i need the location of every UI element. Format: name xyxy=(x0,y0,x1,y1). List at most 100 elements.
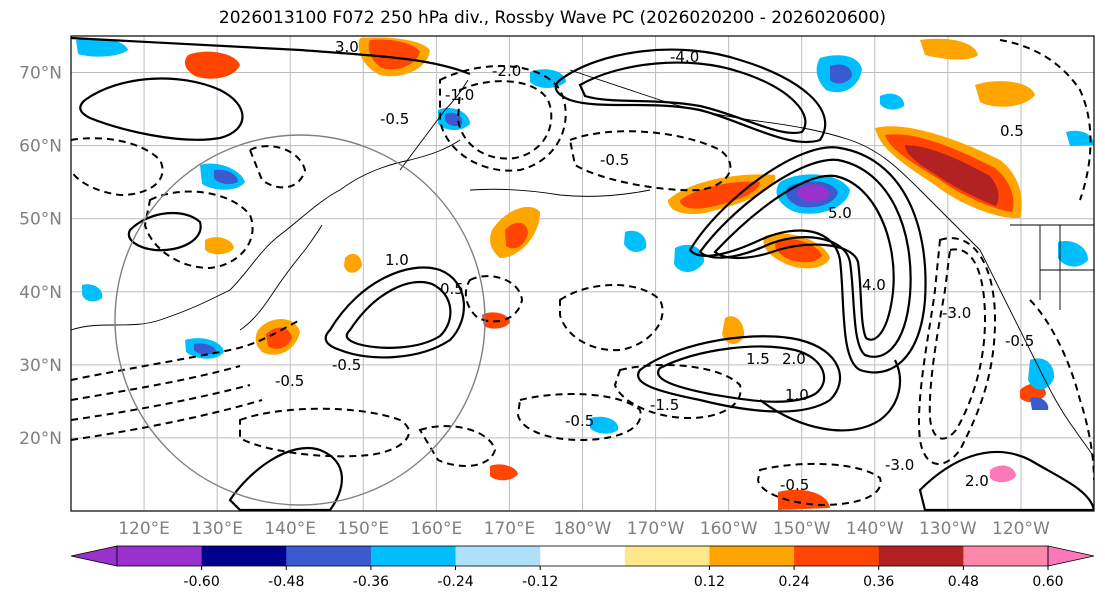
contour-label: -3.0 xyxy=(942,304,971,322)
contour-label: 1.0 xyxy=(785,386,809,404)
highlight-circle xyxy=(114,134,486,506)
latitude-label: 20°N xyxy=(19,429,62,449)
negative-div-patch xyxy=(1058,240,1088,267)
contour-line xyxy=(345,280,452,349)
contour-line xyxy=(324,266,465,359)
map-panel: -0.5 -0.5 -0.5 -0.5 -1.0 -1.5 -2.0 -3.0 … xyxy=(71,36,1094,511)
contour-label: -0.5 xyxy=(780,476,809,494)
negative-div-patch xyxy=(1066,130,1094,146)
positive-div-patch xyxy=(184,51,240,79)
longitude-label: 130°E xyxy=(191,519,243,539)
contour-line xyxy=(918,237,997,465)
positive-div-patch xyxy=(990,465,1016,483)
contour-line xyxy=(698,158,912,358)
longitude-label: 140°W xyxy=(846,519,904,539)
longitude-labels: 120°E 130°E 140°E 150°E 160°E 170°E 180°W 170°W… xyxy=(118,519,1050,539)
contour-line xyxy=(71,399,263,441)
colorbar: -0.60 -0.48 -0.36 -0.24 -0.12 0.12 0.24 0.36 0.4… xyxy=(70,545,1095,590)
colorbar-segment xyxy=(117,546,203,566)
map-title: 2026013100 F072 250 hPa div., Rossby Wav… xyxy=(218,8,887,28)
longitude-label: 120°E xyxy=(118,519,170,539)
negative-div-patch xyxy=(214,169,238,185)
contour-label: 3.0 xyxy=(335,38,359,56)
contour-label: 0.5 xyxy=(440,280,464,298)
coastline-japan xyxy=(239,224,323,331)
contour-label: 0.5 xyxy=(1000,122,1024,140)
contour-line xyxy=(239,407,410,458)
colorbar-segment xyxy=(286,546,372,566)
negative-div-patch xyxy=(674,244,705,273)
contour-label: -4.0 xyxy=(670,48,699,66)
contour-label: -1.0 xyxy=(445,86,474,104)
divergence-shading xyxy=(76,37,1094,510)
contour-line xyxy=(71,137,164,197)
coastlines xyxy=(71,69,1094,461)
contour-label: -2.0 xyxy=(492,62,521,80)
contour-line xyxy=(928,248,987,440)
colorbar-segment xyxy=(709,546,795,566)
negative-div-patch xyxy=(82,284,103,302)
latitude-label: 30°N xyxy=(19,356,62,376)
negative-div-patch xyxy=(624,230,647,252)
contour-value-labels: -0.5 -0.5 -0.5 -0.5 -1.0 -1.5 -2.0 -3.0 … xyxy=(275,38,1034,494)
longitude-label: 160°E xyxy=(411,519,463,539)
contour-label: -0.5 xyxy=(600,151,629,169)
colorbar-under-arrow xyxy=(70,545,118,567)
contour-line xyxy=(143,190,254,270)
colorbar-tick-label: -0.60 xyxy=(184,574,220,590)
colorbar-tick-label: 0.48 xyxy=(948,574,979,590)
colorbar-segment xyxy=(540,546,626,566)
positive-div-patch xyxy=(905,145,999,206)
longitude-label: 120°W xyxy=(992,519,1050,539)
latitude-label: 70°N xyxy=(19,64,62,84)
contour-line xyxy=(756,462,882,507)
colorbar-over-arrow xyxy=(1047,545,1095,567)
contour-line xyxy=(71,319,301,381)
colorbar-tick-label: -0.24 xyxy=(437,574,473,590)
negative-div-patch xyxy=(1028,358,1055,390)
contour-line xyxy=(559,284,664,352)
colorbar-frame xyxy=(116,545,1049,567)
longitude-label: 130°W xyxy=(919,519,977,539)
contour-label: 1.5 xyxy=(746,350,770,368)
latitude-label: 60°N xyxy=(19,137,62,157)
contour-line xyxy=(568,130,732,192)
colorbar-tick-label: -0.48 xyxy=(268,574,304,590)
latitude-label: 50°N xyxy=(19,210,62,230)
negative-div-patch xyxy=(194,343,216,355)
contour-line xyxy=(248,145,307,189)
coastline-asia xyxy=(71,139,461,331)
longitude-label: 140°E xyxy=(264,519,316,539)
contour-line xyxy=(613,364,742,420)
state-borders xyxy=(1039,225,1094,310)
contour-line xyxy=(228,447,343,511)
contour-line xyxy=(637,335,842,413)
aleutians xyxy=(469,188,651,197)
contour-line xyxy=(759,359,902,432)
colorbar-tick-label: 0.60 xyxy=(1032,574,1063,590)
contour-line xyxy=(918,450,1094,511)
positive-div-patch xyxy=(266,327,292,349)
latitude-labels: 70°N 60°N 50°N 40°N 30°N 20°N xyxy=(19,64,62,449)
negative-div-patch xyxy=(830,64,852,84)
positive-div-patch xyxy=(368,39,420,70)
contour-label: -0.5 xyxy=(275,372,304,390)
longitude-label: 150°E xyxy=(337,519,389,539)
negative-div-patch xyxy=(880,93,905,110)
negative-div-patch xyxy=(1030,397,1049,410)
negative-div-patch xyxy=(590,416,619,434)
longitude-label: 170°E xyxy=(484,519,536,539)
contour-label: -3.0 xyxy=(885,456,914,474)
negative-div-patch xyxy=(797,184,830,202)
colorbar-segment xyxy=(794,546,880,566)
colorbar-segment xyxy=(624,546,710,566)
contour-line xyxy=(71,365,241,401)
colorbar-tick-label: 0.36 xyxy=(863,574,894,590)
contour-label: -0.5 xyxy=(1005,332,1034,350)
colorbar-tick-label: -0.12 xyxy=(522,574,558,590)
contour-line xyxy=(456,80,553,160)
contour-label: -1.5 xyxy=(650,396,679,414)
longitude-label: 160°W xyxy=(700,519,758,539)
contour-line xyxy=(578,61,807,135)
